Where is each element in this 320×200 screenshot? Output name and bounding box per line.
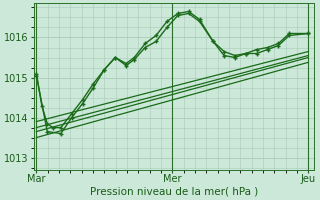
X-axis label: Pression niveau de la mer( hPa ): Pression niveau de la mer( hPa ) (90, 187, 258, 197)
